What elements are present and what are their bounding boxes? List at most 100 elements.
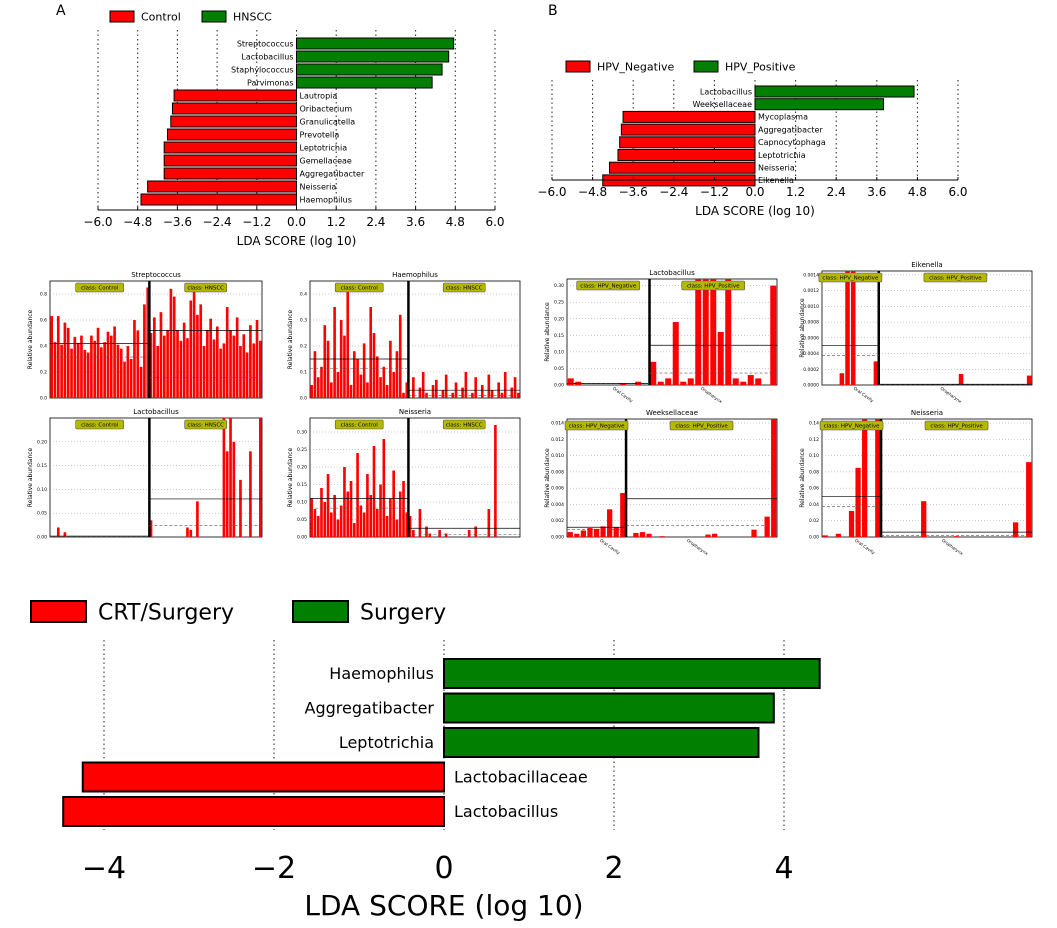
y-axis-label: Relative abundance	[287, 447, 294, 507]
abundance-bar	[441, 390, 445, 398]
abundance-bar	[356, 453, 359, 537]
abundance-bar	[156, 346, 159, 398]
abundance-bar	[159, 312, 163, 398]
bar-neisseria	[609, 161, 756, 174]
bar-weeksellaceae	[754, 98, 885, 111]
y-tick-label: 0.0006	[803, 335, 819, 341]
abundance-bar	[320, 366, 323, 398]
abundance-bar	[444, 533, 448, 537]
panel-a-lda-chart: Streptococcus Lactobacillus Staphylococcus…	[56, 3, 505, 248]
y-tick-label: 0.15	[554, 333, 564, 339]
abundance-bar	[109, 335, 113, 398]
x-tick-label: 3.6	[406, 215, 425, 229]
abundance-bar	[86, 352, 90, 398]
y-tick-label: 0.0000	[803, 383, 819, 389]
abundance-bar	[1026, 462, 1032, 537]
legend-label: HPV_Negative	[597, 60, 675, 73]
abundance-bar	[369, 307, 373, 398]
abundance-bar	[593, 528, 600, 537]
y-tick-label: 0.10	[297, 500, 307, 506]
abundance-plot-b4: 0.00 0.02 0.04 0.06 0.08 0.10 0.12 0.14 class: H…	[799, 409, 1033, 557]
abundance-bar	[162, 335, 166, 398]
panel-c-lda-chart: Haemophilus Aggregatibacter Leptotrichia La…	[30, 600, 821, 922]
abundance-bar	[395, 519, 399, 537]
abundance-bar	[732, 378, 739, 385]
x-tick-label: 6.0	[948, 185, 967, 199]
y-tick-label: 0.00	[37, 535, 47, 541]
abundance-bar	[310, 385, 313, 398]
abundance-bar	[330, 512, 333, 537]
abundance-bar	[336, 372, 340, 398]
abundance-bar	[471, 392, 474, 398]
y-tick-label: 0.05	[37, 511, 47, 517]
abundance-bar	[239, 479, 242, 537]
abundance-bar	[839, 373, 845, 385]
bar-aggregatibacter	[443, 692, 775, 724]
abundance-bar	[189, 300, 193, 398]
class-label-box	[75, 282, 124, 293]
abundance-bar	[206, 330, 209, 398]
bar-lactobacillus	[754, 85, 915, 98]
abundance-bar	[326, 474, 330, 537]
abundance-bar	[392, 372, 395, 398]
class-label-box	[184, 282, 227, 293]
abundance-bar	[343, 335, 346, 398]
abundance-bar	[398, 314, 402, 398]
abundance-bar	[333, 495, 336, 537]
site-label: Oropharynx	[941, 538, 965, 557]
abundance-bar	[245, 352, 249, 398]
bar-mycoplasma	[622, 110, 756, 123]
bar-label: Weeksellaceae	[693, 100, 753, 109]
abundance-bar	[146, 287, 150, 398]
y-tick-label: 0.15	[37, 463, 47, 469]
x-tick-label: −2	[252, 851, 296, 886]
abundance-bar	[310, 498, 313, 537]
y-tick-label: 0.0012	[803, 288, 819, 294]
abundance-bar	[487, 374, 491, 398]
abundance-bar	[96, 327, 100, 398]
abundance-bar	[435, 379, 438, 398]
abundance-bar	[389, 340, 392, 398]
abundance-bar	[451, 392, 455, 398]
class-label-box	[184, 419, 227, 430]
abundance-bar	[192, 287, 196, 398]
abundance-bar	[196, 501, 199, 537]
bar-leptotrichia	[163, 141, 297, 154]
abundance-bar	[316, 516, 320, 537]
x-tick-label: 0	[434, 851, 453, 886]
y-tick-label: 0.10	[809, 453, 819, 459]
abundance-bar	[650, 361, 657, 385]
x-tick-label: −1.2	[700, 185, 729, 199]
subplot-title: Lactobacillus	[133, 408, 179, 416]
abundance-bar	[567, 378, 574, 385]
abundance-bar	[129, 359, 133, 398]
legend-swatch	[565, 60, 591, 73]
abundance-bar	[710, 279, 717, 385]
y-tick-label: 0.14	[809, 421, 819, 427]
legend-swatch	[109, 10, 135, 23]
abundance-bar	[620, 383, 627, 385]
abundance-bar	[316, 377, 320, 398]
abundance-bar	[680, 381, 687, 385]
abundance-bar	[405, 382, 409, 398]
abundance-bar	[249, 451, 252, 537]
y-tick-label: 0.010	[551, 453, 564, 459]
abundance-bar	[90, 335, 93, 398]
abundance-bar	[770, 285, 777, 385]
abundance-bar	[143, 304, 146, 398]
abundance-bar	[822, 535, 828, 537]
abundance-bar	[330, 382, 333, 398]
site-label: Oral Cavity	[599, 538, 621, 556]
abundance-bar	[517, 392, 520, 398]
bar-label: Lactobacillus	[241, 52, 293, 61]
legend-swatch	[30, 600, 87, 623]
abundance-bar	[349, 481, 353, 537]
legend-swatch	[201, 10, 227, 23]
abundance-bar	[366, 382, 369, 398]
plot-frame	[49, 280, 263, 399]
abundance-bar	[862, 419, 868, 537]
abundance-bar	[166, 330, 169, 398]
y-tick-label: 0.008	[551, 469, 564, 475]
abundance-bar	[855, 467, 861, 537]
